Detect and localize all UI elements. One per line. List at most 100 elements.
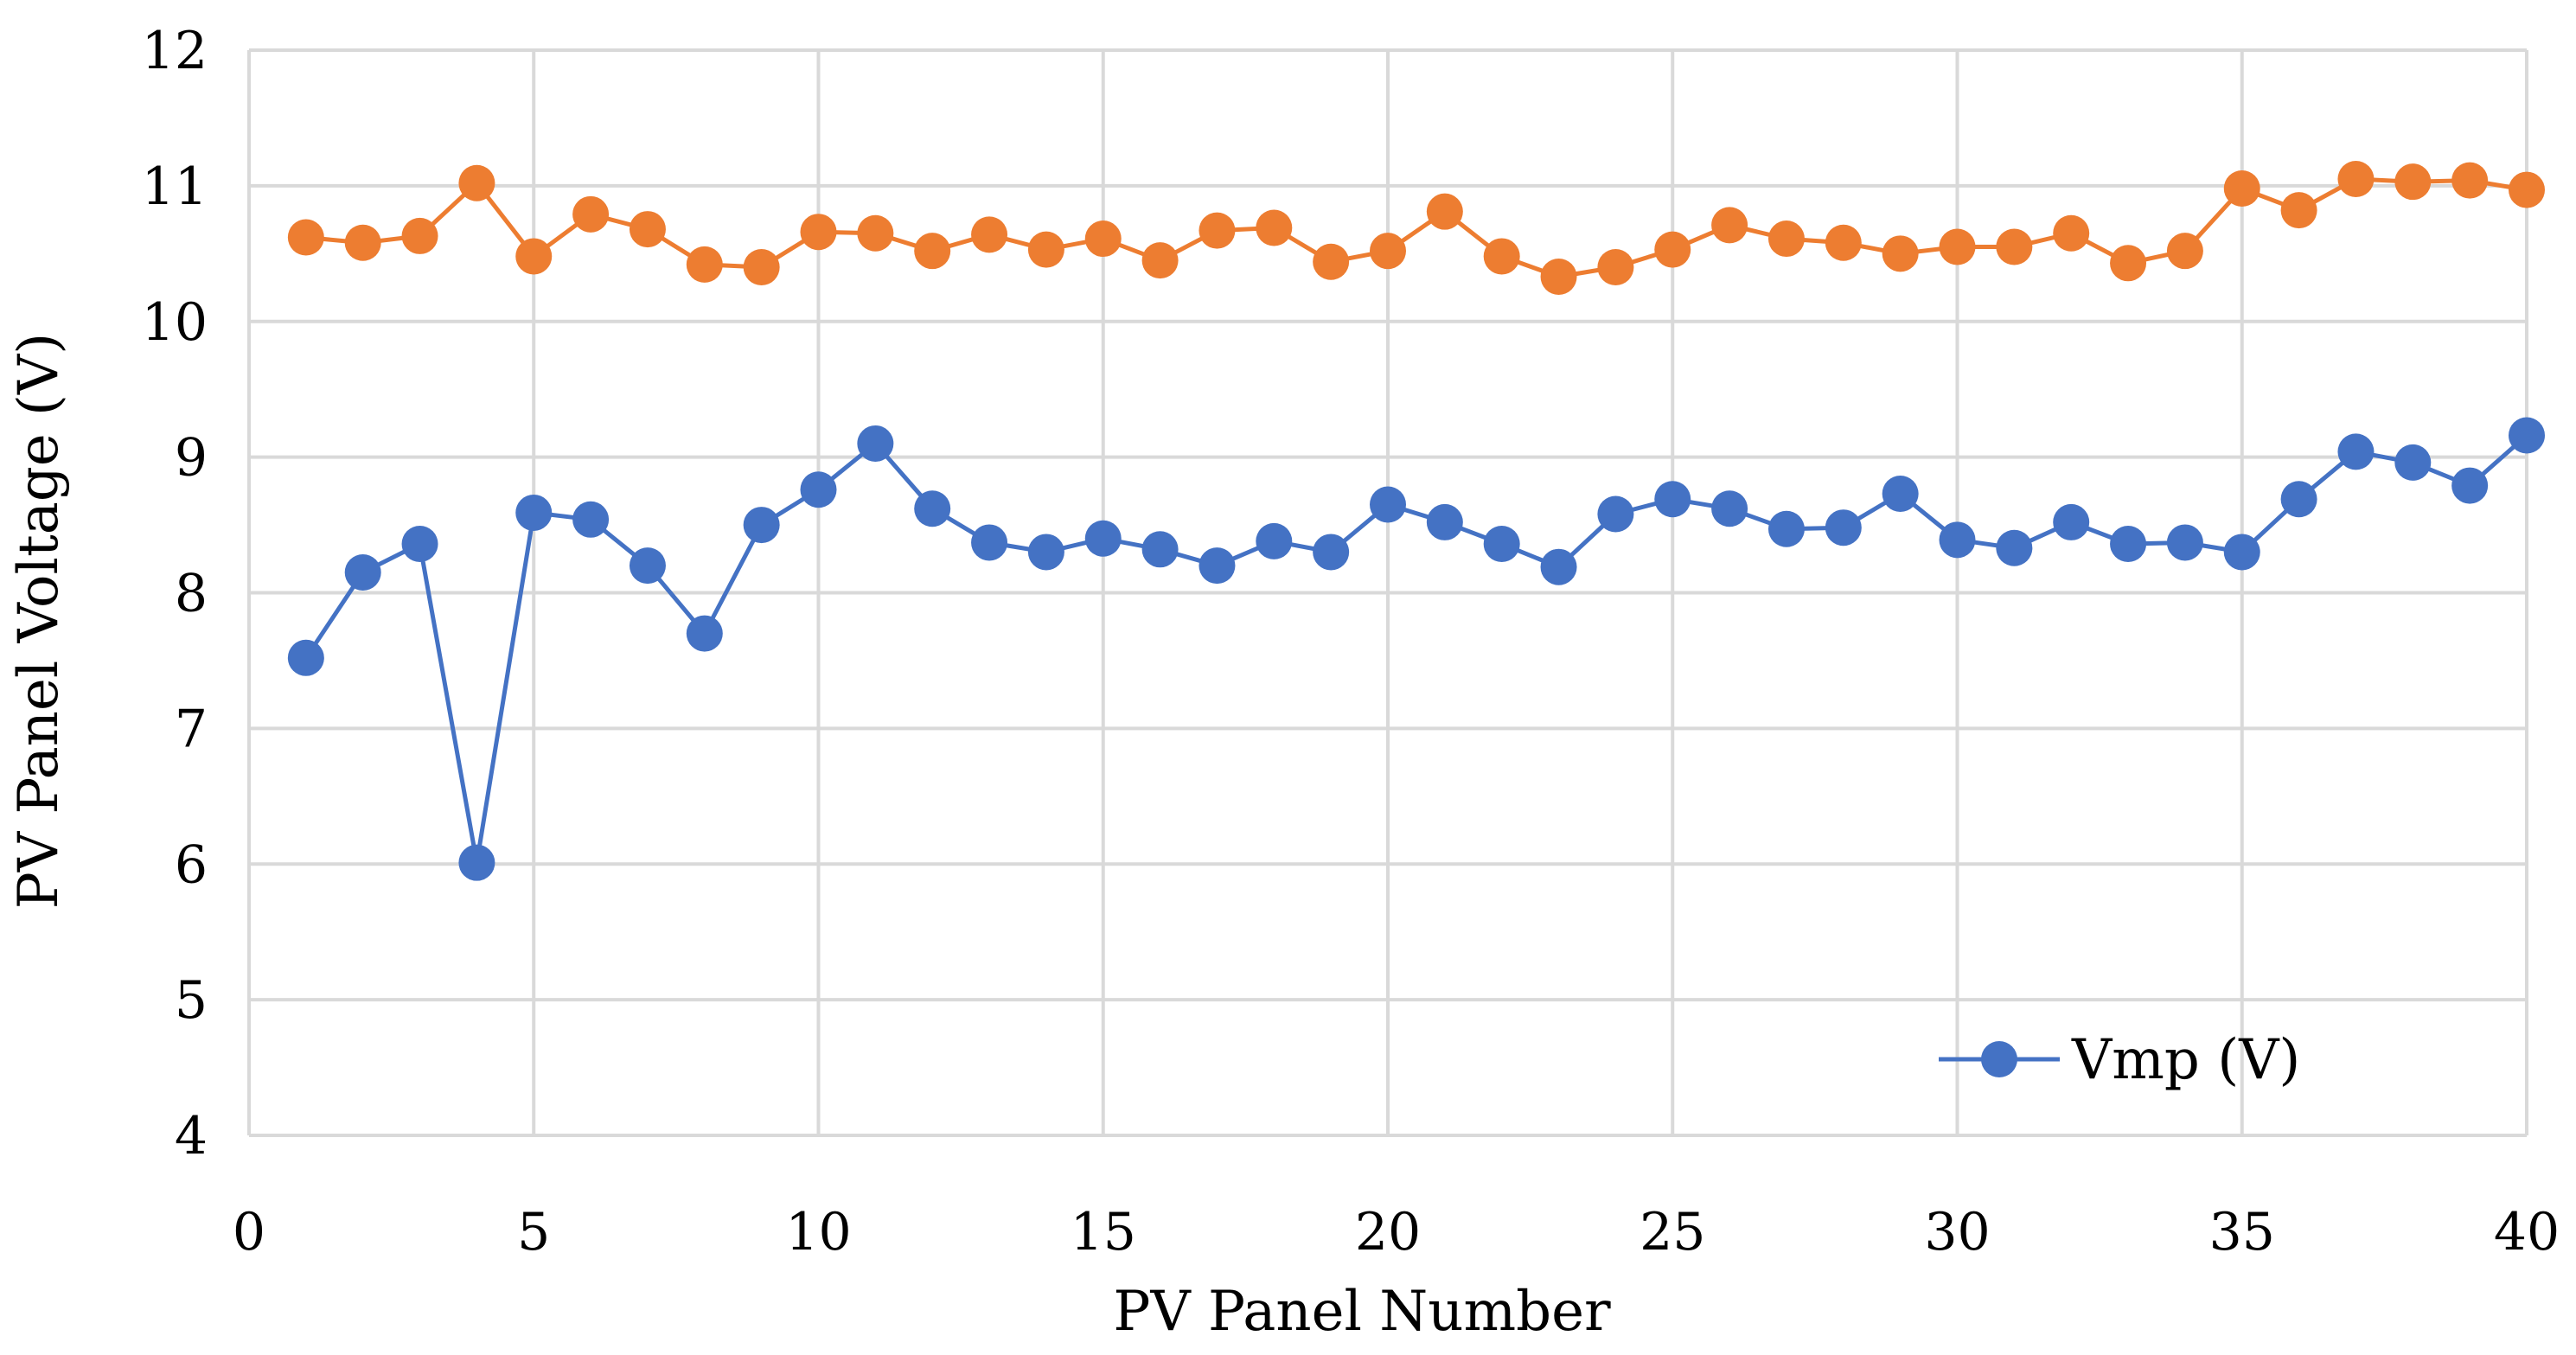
data-point (1199, 212, 1236, 249)
data-point (914, 233, 951, 270)
data-point (1654, 481, 1691, 518)
data-point (515, 494, 553, 531)
data-point (1540, 548, 1577, 585)
data-point (2451, 467, 2489, 504)
data-point (2451, 162, 2489, 199)
series-line (304, 433, 2528, 866)
data-point (2223, 534, 2260, 571)
tick-labels: 4 5 6 7 8 9 10 11 12 0 5 10 15 20 25 30 35 40 (142, 21, 2560, 1262)
data-point (857, 214, 894, 252)
data-point (1141, 242, 1179, 279)
x-tick-label: 40 (2494, 1202, 2560, 1262)
data-point (1939, 228, 1976, 265)
data-point (458, 164, 495, 201)
data-point (2223, 170, 2260, 208)
data-point (1939, 521, 1976, 559)
y-tick-label: 11 (142, 157, 208, 217)
data-point (2509, 417, 2545, 454)
data-point (1313, 534, 1350, 571)
data-point (1199, 547, 1236, 585)
legend-entry: Vmp (V) (1939, 1028, 2300, 1092)
y-tick-label: 4 (175, 1106, 208, 1166)
data-point (857, 425, 894, 462)
data-point (1313, 243, 1350, 280)
data-point (629, 211, 666, 248)
data-point (1540, 258, 1577, 295)
x-tick-label: 35 (2209, 1202, 2275, 1262)
data-point (572, 501, 610, 538)
data-point (2110, 526, 2147, 563)
series-line (305, 176, 2528, 279)
data-point (2166, 524, 2203, 561)
data-point (2280, 192, 2317, 229)
y-tick-label: 10 (142, 292, 208, 353)
data-point (1256, 209, 1293, 246)
data-point (686, 615, 723, 652)
x-tick-label: 20 (1355, 1202, 1421, 1262)
data-point (914, 490, 951, 527)
x-tick-label: 25 (1640, 1202, 1705, 1262)
data-point (1084, 520, 1122, 557)
data-point (1767, 221, 1805, 258)
data-point (515, 238, 553, 275)
data-point (2166, 233, 2203, 270)
series-0 (287, 161, 2545, 295)
legend-label: Vmp (V) (2071, 1028, 2300, 1092)
data-point (1825, 224, 1862, 261)
data-point (743, 249, 780, 285)
data-point (971, 524, 1008, 561)
x-tick-label: 5 (517, 1202, 550, 1262)
data-point (458, 844, 495, 881)
data-point (971, 216, 1008, 253)
legend: Vmp (V) (1939, 1028, 2300, 1092)
data-point (1141, 531, 1179, 568)
data-point (401, 526, 438, 563)
y-tick-label: 8 (175, 564, 208, 624)
data-point (629, 547, 666, 585)
data-point (1711, 207, 1748, 244)
data-point (401, 217, 438, 254)
y-tick-label: 5 (175, 970, 208, 1031)
y-tick-label: 9 (175, 428, 208, 489)
x-tick-label: 15 (1071, 1202, 1136, 1262)
data-point (1654, 231, 1691, 268)
legend-marker (1981, 1041, 2017, 1077)
axes (247, 50, 2527, 1137)
data-point (344, 553, 381, 591)
data-point (1597, 495, 1634, 533)
data-point (686, 246, 723, 283)
data-point (1256, 522, 1293, 559)
data-point (1597, 249, 1634, 285)
data-point (1426, 503, 1463, 540)
y-axis-title: PV Panel Voltage (V) (7, 333, 71, 909)
data-point (1882, 475, 1919, 512)
data-point (1996, 228, 2033, 265)
data-point (2509, 171, 2545, 208)
data-point (1767, 510, 1805, 547)
data-point (287, 639, 324, 676)
x-axis-title: PV Panel Number (1113, 1280, 1611, 1344)
data-point (800, 471, 837, 508)
data-point (1027, 231, 1064, 268)
data-point (2337, 433, 2375, 470)
series (287, 161, 2545, 881)
data-point (572, 195, 610, 233)
y-tick-label: 12 (142, 21, 208, 81)
data-point (1996, 529, 2033, 566)
x-tick-label: 10 (785, 1202, 851, 1262)
series-1 (287, 417, 2545, 881)
data-point (1027, 534, 1064, 571)
data-point (1084, 221, 1122, 258)
data-point (2053, 503, 2090, 540)
data-point (344, 224, 381, 261)
data-point (2394, 163, 2432, 201)
data-point (1370, 486, 1406, 523)
y-tick-label: 6 (175, 834, 208, 895)
data-point (1370, 233, 1406, 270)
data-point (800, 214, 837, 251)
data-point (1426, 193, 1463, 230)
data-point (743, 507, 780, 544)
data-point (1711, 490, 1748, 527)
data-point (1882, 235, 1919, 272)
